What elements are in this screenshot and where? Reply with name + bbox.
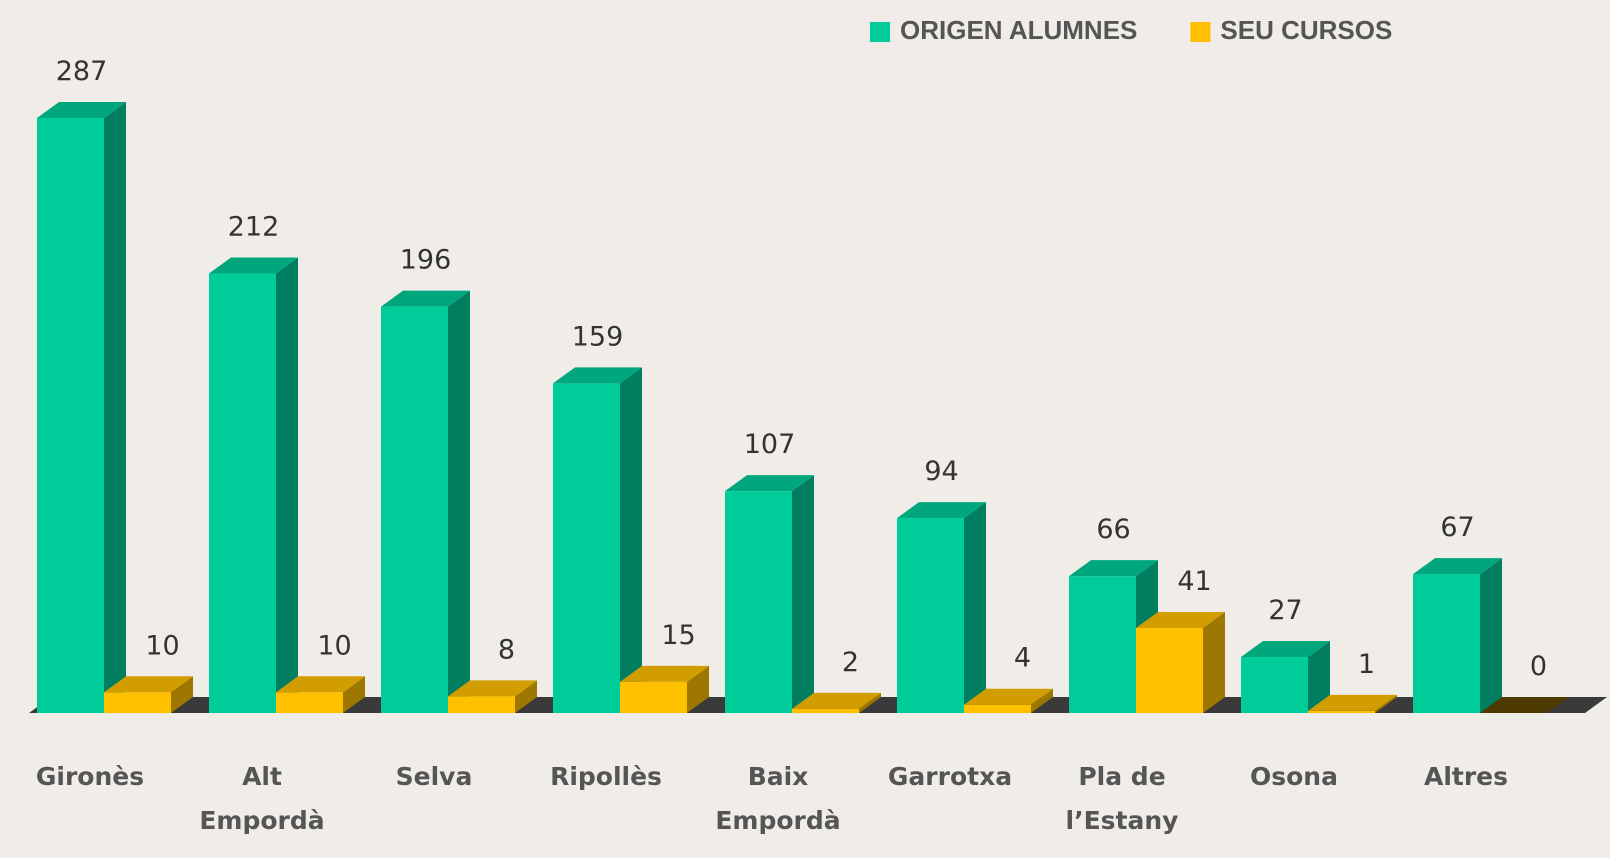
bar [1413,574,1480,713]
bar-side [448,290,470,713]
value-label: 67 [1440,512,1474,543]
value-label: 196 [400,245,452,276]
bar-top [104,676,193,693]
bar-top [964,688,1053,705]
bar-top [792,692,881,709]
bar-side [343,676,365,713]
bar-side [104,102,126,713]
bar-side [1375,694,1397,713]
bar-top [209,257,298,274]
bar-side [859,692,881,713]
value-label: 27 [1268,595,1302,626]
bar [620,681,687,713]
bar-side [171,676,193,713]
value-label: 10 [145,630,179,661]
bar [1136,628,1203,713]
x-tick-label: Altres [1423,762,1509,791]
bar [792,708,859,713]
bar [1069,576,1136,713]
value-label: 10 [317,630,351,661]
x-tick-label: Osona [1250,762,1338,791]
legend-label: SEU CURSOS [1220,15,1392,45]
bar [1241,657,1308,713]
x-tick-label: Pla de l’Estany [1065,762,1179,835]
value-label: 1 [1358,649,1375,680]
bar-top [725,475,814,492]
bar-top [1480,697,1569,713]
value-label: 15 [661,620,695,651]
bar-side [620,367,642,713]
x-tick-label: Alt Empordà [199,762,325,835]
bar-side [515,680,537,713]
bar-top [1308,694,1397,711]
bar-side [687,665,709,713]
bar-side [1308,641,1330,713]
bar-top [1413,558,1502,575]
x-tick-label: Baix Empordà [715,762,841,835]
bar-side [964,502,986,713]
bar-side [276,257,298,713]
bar-top [620,665,709,682]
bar-side [1480,558,1502,713]
value-label: 0 [1530,651,1547,682]
bar [553,383,620,713]
bar-top [276,676,365,693]
value-label: 4 [1014,643,1031,674]
legend-label: ORIGEN ALUMNES [900,15,1137,45]
bar [381,306,448,713]
bar [104,692,171,713]
x-tick-label: Gironès [35,762,145,791]
bar [209,273,276,713]
legend-swatch [870,22,890,42]
bar-top [1136,612,1225,628]
bar-top [448,680,537,697]
bar [37,118,104,713]
value-label: 41 [1177,566,1211,597]
legend-swatch [1190,22,1211,42]
bar-side [1031,688,1053,713]
bar-top [1069,560,1158,577]
x-tick-label: Ripollès [550,762,662,791]
bar [448,696,515,713]
bar-top [1241,641,1330,658]
x-tick-label: Selva [395,762,473,791]
bar-top [37,102,126,118]
bar [964,704,1031,713]
bar-side [792,475,814,713]
bar [897,518,964,713]
value-label: 66 [1096,514,1130,545]
value-label: 8 [498,634,515,665]
x-tick-label: Garrotxa [887,762,1013,791]
value-label: 2 [842,647,859,678]
bar [725,491,792,713]
value-label: 212 [228,211,280,242]
bar-top [381,290,470,307]
bar-side [1203,612,1225,713]
bar-top [553,367,642,384]
bar [276,692,343,713]
bar [1308,710,1375,713]
value-label: 159 [572,321,624,352]
bar-top [897,502,986,519]
value-label: 94 [924,456,958,487]
value-label: 287 [56,56,108,87]
value-label: 107 [744,429,796,460]
